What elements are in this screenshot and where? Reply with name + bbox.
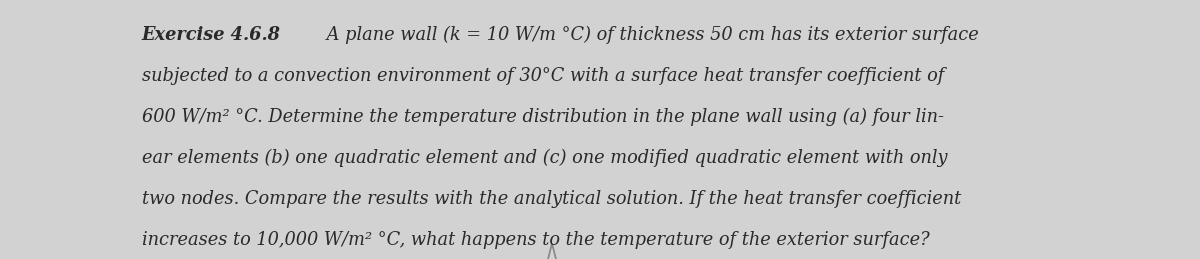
Text: increases to 10,000 W/m² °C, what happens to the temperature of the exterior sur: increases to 10,000 W/m² °C, what happen… <box>142 231 929 248</box>
Text: two nodes. Compare the results with the analytical solution. If the heat transfe: two nodes. Compare the results with the … <box>142 190 961 207</box>
Text: subjected to a convection environment of 30°C with a surface heat transfer coeff: subjected to a convection environment of… <box>142 67 944 85</box>
Text: A plane wall (k = 10 W/m °C) of thickness 50 cm has its exterior surface: A plane wall (k = 10 W/m °C) of thicknes… <box>320 26 979 44</box>
Text: Exercise 4.6.8: Exercise 4.6.8 <box>142 26 281 44</box>
Text: ear elements (b) one quadratic element and (c) one modified quadratic element wi: ear elements (b) one quadratic element a… <box>142 149 947 167</box>
Text: 600 W/m² °C. Determine the temperature distribution in the plane wall using (a) : 600 W/m² °C. Determine the temperature d… <box>142 108 943 126</box>
